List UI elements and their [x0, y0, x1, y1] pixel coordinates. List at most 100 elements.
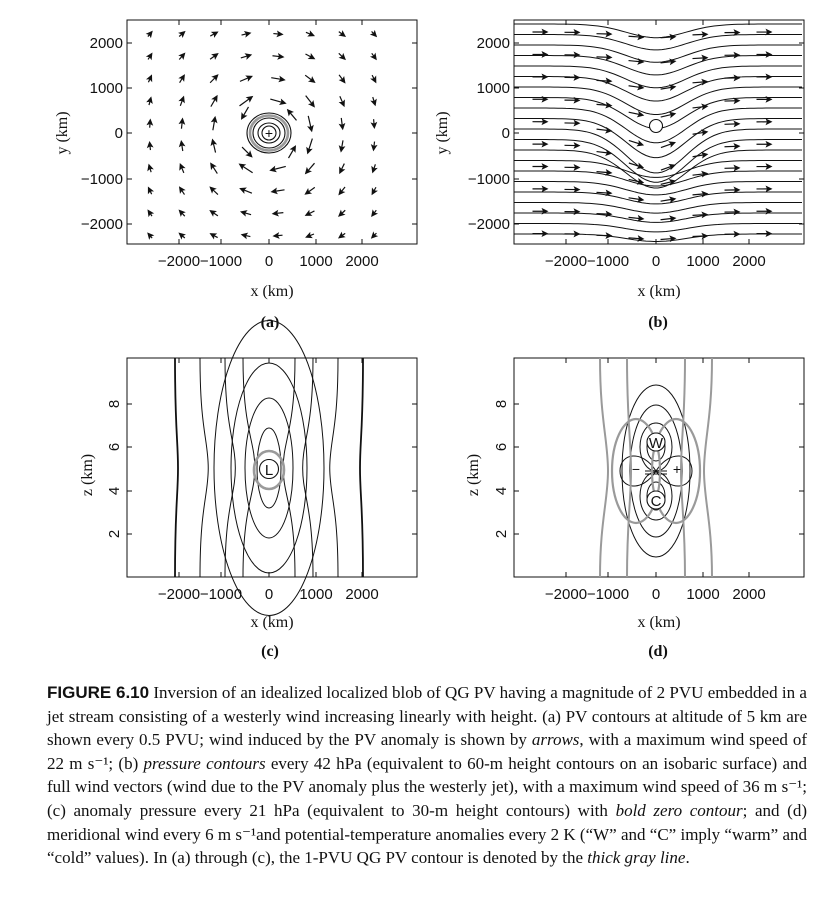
wind-arrow: [564, 164, 581, 171]
wind-arrow: [596, 101, 613, 109]
center-marker: [648, 118, 664, 134]
arrow-head: [668, 111, 677, 119]
wind-arrow: [146, 96, 153, 106]
arrow-shaft: [660, 237, 673, 241]
arrow-head: [701, 54, 709, 62]
wind-arrow: [338, 186, 346, 196]
arrow-head: [541, 207, 549, 215]
arrow-head: [605, 126, 613, 134]
arrow-head: [573, 28, 581, 36]
arrow-head: [338, 122, 346, 131]
pv-contour: [246, 112, 292, 154]
arrow-shaft: [307, 138, 313, 151]
arrow-head: [669, 33, 677, 41]
panel-d-y-title: z (km): [465, 454, 482, 496]
arrow-head: [245, 95, 254, 103]
wind-arrow: [305, 95, 315, 108]
arrow-head: [178, 52, 186, 61]
center-marker: [258, 458, 280, 480]
panel-a-x-title: x (km): [250, 283, 293, 300]
arrow-head: [338, 209, 346, 217]
wind-arrow: [286, 108, 297, 121]
zero-contour: [174, 357, 179, 578]
wind-arrow: [370, 119, 378, 130]
arrow-head: [339, 166, 346, 175]
arrow-head: [668, 178, 677, 186]
pressure-contour: [224, 357, 236, 578]
pressure-contour: [514, 181, 802, 196]
wind-arrow: [209, 74, 219, 84]
low-symbol: L: [265, 462, 273, 479]
arrow-shaft: [305, 95, 313, 105]
wind-contour: [610, 417, 662, 525]
arrow-head: [636, 139, 645, 147]
wind-arrow: [370, 231, 379, 239]
wind-arrow: [178, 139, 186, 152]
wind-arrow: [338, 140, 346, 153]
wind-arrow: [532, 28, 549, 36]
arrow-shaft: [242, 189, 253, 194]
wind-arrow: [564, 96, 581, 104]
wind-arrow: [147, 209, 155, 218]
wind-arrow: [145, 74, 153, 83]
wind-arrow: [564, 28, 581, 36]
arrow-head: [605, 149, 613, 157]
wind-arrow: [305, 30, 316, 37]
arrow-head: [146, 96, 153, 105]
arrow-head: [733, 97, 741, 105]
y-tick-label: 6: [106, 443, 123, 451]
wind-arrow: [660, 163, 677, 171]
panel-d-x-title: x (km): [637, 614, 680, 631]
wind-arrow: [692, 103, 709, 111]
arrow-shaft: [596, 150, 609, 154]
x-tick-label: 0: [652, 586, 660, 603]
arrow-head: [669, 235, 677, 243]
arrow-head: [370, 144, 378, 152]
wind-arrow: [240, 53, 253, 60]
wind-arrow: [692, 78, 709, 86]
arrow-head: [270, 187, 278, 195]
wind-arrow: [209, 209, 219, 217]
panel-b-label: (b): [648, 314, 668, 331]
arrow-head: [244, 53, 253, 60]
arrow-head: [541, 95, 549, 103]
wind-arrow: [724, 120, 741, 128]
arrow-head: [765, 118, 773, 126]
wind-arrow: [209, 52, 219, 60]
wind-arrow: [178, 30, 186, 39]
arrow-head: [145, 52, 153, 61]
arrow-head: [636, 162, 645, 169]
wind-arrow: [239, 210, 252, 217]
arrow-head: [636, 110, 645, 118]
wind-arrow: [596, 149, 613, 157]
zero-contour: [359, 357, 364, 578]
arrow-head: [733, 143, 741, 150]
wind-arrow: [241, 31, 252, 38]
panel-c-x-title: x (km): [250, 614, 293, 631]
wind-arrow: [660, 84, 677, 92]
arrow-shaft: [596, 79, 609, 82]
wind-arrow: [269, 165, 286, 173]
arrow-head: [210, 31, 219, 38]
arrow-head: [636, 83, 645, 91]
panel-a-wind-arrows: [145, 29, 379, 240]
arrow-head: [178, 232, 186, 240]
wind-arrow: [660, 196, 677, 204]
arrow-head: [765, 95, 773, 103]
arrow-shaft: [274, 189, 285, 192]
arrow-shaft: [212, 119, 216, 131]
arrow-shaft: [660, 198, 673, 202]
pressure-contour: [514, 107, 802, 144]
arrow-shaft: [212, 142, 217, 153]
arrow-head: [701, 31, 709, 38]
arrow-head: [370, 75, 377, 84]
arrow-head: [178, 209, 186, 217]
wind-arrow: [692, 151, 709, 159]
arrow-shaft: [596, 103, 609, 106]
wind-arrow: [532, 185, 549, 193]
pressure-contour: [329, 357, 339, 578]
wind-arrow: [628, 178, 645, 185]
arrow-head: [733, 186, 741, 194]
wind-arrow: [628, 214, 645, 222]
arrow-head: [541, 163, 549, 170]
